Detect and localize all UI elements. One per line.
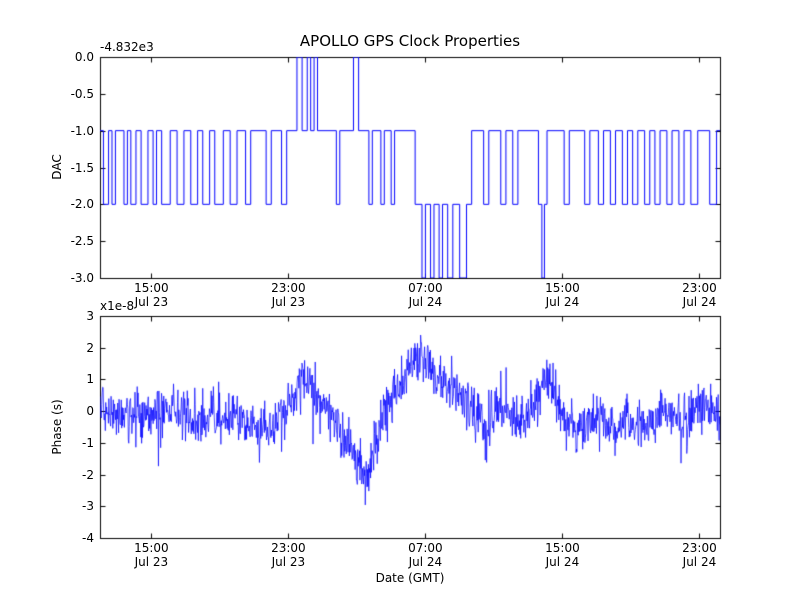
x-tick-label-time: 15:00 bbox=[134, 281, 169, 295]
phase-axis-scale-label: x1e-8 bbox=[100, 299, 135, 313]
y-tick-label: -2 bbox=[82, 467, 94, 482]
y-tick-label: 1 bbox=[86, 372, 94, 387]
x-tick-label-time: 23:00 bbox=[682, 281, 717, 295]
y-tick-label: -0.5 bbox=[70, 86, 94, 101]
y-tick-label: -2.5 bbox=[70, 234, 94, 249]
y-tick-label: -4 bbox=[82, 531, 94, 545]
x-tick-label-date: Jul 24 bbox=[545, 555, 580, 569]
chart-title: APOLLO GPS Clock Properties bbox=[299, 32, 521, 50]
x-tick-label-time: 23:00 bbox=[271, 281, 306, 295]
x-tick-label-date: Jul 23 bbox=[134, 295, 169, 309]
y-tick-label: 3 bbox=[86, 309, 94, 323]
y-tick-label: -1.5 bbox=[70, 160, 94, 175]
x-tick-label-date: Jul 24 bbox=[408, 295, 443, 309]
y-tick-label: -2.0 bbox=[70, 197, 94, 212]
x-tick-label-date: Jul 23 bbox=[271, 295, 306, 309]
y-tick-label: 0 bbox=[86, 404, 94, 419]
x-tick-label-time: 15:00 bbox=[545, 281, 580, 295]
x-tick-label-time: 15:00 bbox=[545, 541, 580, 555]
x-tick-label-time: 23:00 bbox=[271, 541, 306, 555]
x-tick-label-time: 07:00 bbox=[408, 541, 443, 555]
x-tick-label-date: Jul 23 bbox=[134, 555, 169, 569]
y-tick-label: 2 bbox=[86, 340, 94, 355]
x-tick-label-date: Jul 24 bbox=[408, 555, 443, 569]
x-tick-label-time: 23:00 bbox=[682, 541, 717, 555]
y-tick-label: 0.0 bbox=[74, 50, 94, 64]
y-tick-label: -1 bbox=[82, 435, 94, 450]
x-tick-label-date: Jul 24 bbox=[682, 555, 717, 569]
y-tick-label: -3.0 bbox=[70, 271, 94, 285]
y-tick-label: -3 bbox=[82, 499, 94, 514]
y-tick-label: -1.0 bbox=[70, 123, 94, 138]
x-tick-label-date: Jul 23 bbox=[271, 555, 306, 569]
x-tick-label-date: Jul 24 bbox=[682, 295, 717, 309]
dac-axis-offset-label: -4.832e3 bbox=[100, 40, 154, 54]
x-tick-label-time: 15:00 bbox=[134, 541, 169, 555]
x-tick-label-time: 07:00 bbox=[408, 281, 443, 295]
x-tick-label-date: Jul 24 bbox=[545, 295, 580, 309]
x-axis-label: Date (GMT) bbox=[375, 571, 445, 585]
